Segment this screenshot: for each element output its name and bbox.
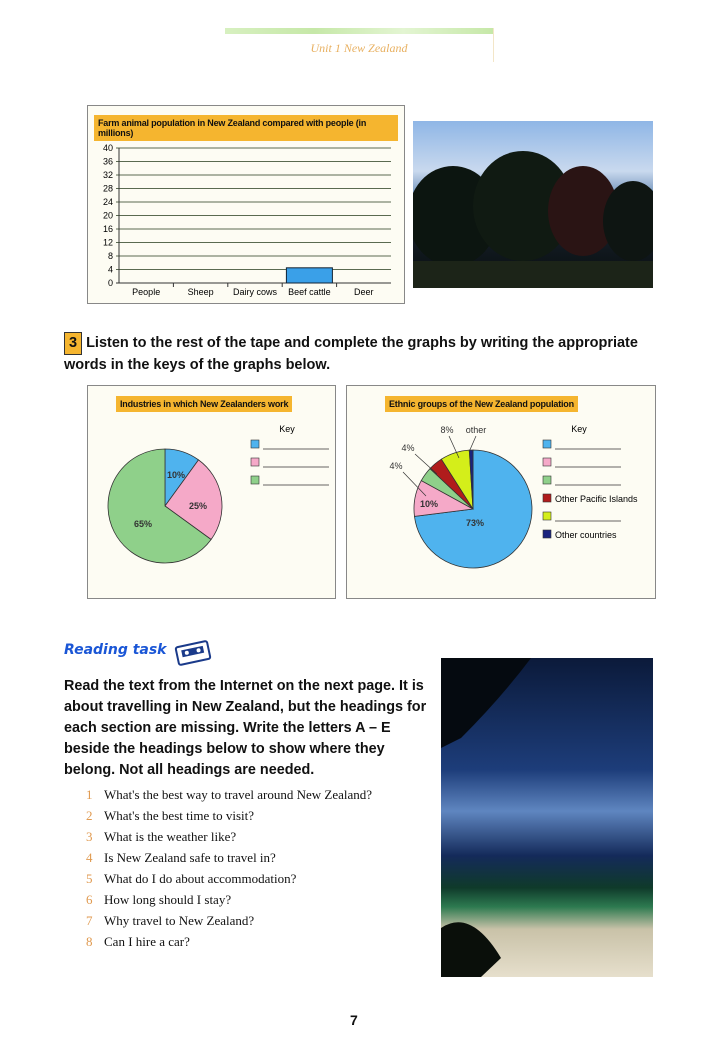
pie2-title: Ethnic groups of the New Zealand populat…	[385, 396, 578, 412]
slice-label: 4%	[401, 443, 414, 453]
leader-line	[448, 435, 460, 459]
leader-line	[414, 453, 438, 475]
item-number: 5	[86, 871, 93, 886]
running-header: Unit 1 New Zealand	[225, 28, 494, 62]
item-text: How long should I stay?	[104, 892, 232, 907]
key-swatch	[542, 457, 552, 467]
page-number: 7	[350, 1012, 358, 1028]
photo-farm-trees	[413, 121, 653, 288]
x-tick-label: Deer	[354, 287, 374, 297]
pie-slice	[468, 449, 474, 510]
exercise-number: 3	[64, 332, 83, 355]
key-swatch	[542, 511, 552, 521]
heading-list-item: 6 How long should I stay?	[86, 892, 372, 913]
pie-chart-ethnic-box: Ethnic groups of the New Zealand populat…	[346, 385, 656, 599]
item-number: 1	[86, 787, 93, 802]
heading-list-item: 7 Why travel to New Zealand?	[86, 913, 372, 934]
key-label: Other countries	[555, 530, 617, 540]
key-heading: Key	[279, 424, 295, 434]
heading-list-item: 5 What do I do about accommodation?	[86, 871, 372, 892]
slice-label: 10%	[167, 470, 185, 480]
key-swatch	[542, 529, 552, 539]
bar-chart: 0 4 8 12 16 20 24 28 32 36 40 People Sheep Dairy cows…	[103, 143, 391, 297]
item-number: 3	[86, 829, 93, 844]
item-text: Is New Zealand safe to travel in?	[104, 850, 276, 865]
key-heading: Key	[571, 424, 587, 434]
trees-illustration	[413, 151, 653, 288]
y-tick-label: 12	[103, 238, 113, 248]
slice-label: 8%	[440, 425, 453, 435]
key-swatch	[542, 493, 552, 503]
x-tick-label: Beef cattle	[288, 287, 331, 297]
key-swatch	[542, 439, 552, 449]
palm-leaves-illustration	[441, 658, 531, 977]
heading-list-item: 4 Is New Zealand safe to travel in?	[86, 850, 372, 871]
pie-slice	[107, 448, 212, 564]
y-tick-label: 0	[108, 278, 113, 288]
pie-chart-ethnic: 73% 10% 4% 4% 8% other Key Other Pacific Island…	[389, 424, 638, 569]
item-text: Why travel to New Zealand?	[104, 913, 255, 928]
x-tick-label: People	[132, 287, 160, 297]
item-number: 2	[86, 808, 93, 823]
reading-task-title: Reading task	[64, 642, 167, 658]
cassette-tape-icon	[174, 640, 212, 666]
y-tick-label: 8	[108, 251, 113, 261]
y-tick-label: 36	[103, 157, 113, 167]
header-title: Unit 1 New Zealand	[310, 41, 408, 55]
leader-line	[468, 435, 477, 453]
y-tick-label: 32	[103, 170, 113, 180]
exercise-3: 3 Listen to the rest of the tape and comp…	[64, 332, 654, 376]
reading-instructions: Read the text from the Internet on the n…	[64, 678, 427, 778]
heading-list-item: 8 Can I hire a car?	[86, 934, 372, 955]
y-tick-label: 40	[103, 143, 113, 153]
leader-line	[402, 471, 427, 497]
item-number: 7	[86, 913, 93, 928]
y-tick-label: 24	[103, 197, 113, 207]
slice-label: 4%	[389, 461, 402, 471]
heading-list-item: 1 What's the best way to travel around Ne…	[86, 787, 372, 808]
heading-list-item: 2 What's the best time to visit?	[86, 808, 372, 829]
slice-label: 73%	[466, 518, 484, 528]
pie-slice	[164, 459, 223, 541]
item-number: 6	[86, 892, 93, 907]
slice-label: other	[466, 425, 487, 435]
bar-chart-title: Farm animal population in New Zealand co…	[94, 115, 398, 141]
slice-label: 65%	[134, 519, 152, 529]
heading-list-item: 3 What is the weather like?	[86, 829, 372, 850]
item-text: What's the best time to visit?	[104, 808, 255, 823]
header-band	[225, 28, 493, 34]
x-tick-label: Dairy cows	[233, 287, 278, 297]
y-tick-label: 4	[108, 265, 113, 275]
key-swatch	[250, 439, 260, 449]
bar-beef-cattle	[285, 267, 333, 284]
item-text: What do I do about accommodation?	[104, 871, 297, 886]
y-tick-label: 28	[103, 184, 113, 194]
y-tick-label: 16	[103, 224, 113, 234]
exercise-instructions: Listen to the rest of the tape and compl…	[64, 335, 638, 373]
item-number: 8	[86, 934, 93, 949]
item-number: 4	[86, 850, 93, 865]
key-label: Other Pacific Islands	[555, 494, 638, 504]
photo-beach	[441, 658, 653, 977]
x-tick-label: Sheep	[188, 287, 214, 297]
y-tick-label: 20	[103, 211, 113, 221]
heading-list: 1 What's the best way to travel around Ne…	[86, 787, 372, 955]
pie-chart-industries: 10% 25% 65% Key	[107, 424, 329, 564]
item-text: What's the best way to travel around New…	[104, 787, 373, 802]
item-text: Can I hire a car?	[104, 934, 190, 949]
item-text: What is the weather like?	[104, 829, 237, 844]
reading-task-heading: Reading task	[64, 642, 167, 658]
key-swatch	[542, 475, 552, 485]
key-swatch	[250, 475, 260, 485]
pie-chart-industries-box: Industries in which New Zealanders work …	[87, 385, 336, 599]
bar-chart-box: Farm animal population in New Zealand co…	[87, 105, 405, 304]
slice-label: 10%	[420, 499, 438, 509]
slice-label: 25%	[189, 501, 207, 511]
key-swatch	[250, 457, 260, 467]
pie1-title: Industries in which New Zealanders work	[116, 396, 293, 412]
